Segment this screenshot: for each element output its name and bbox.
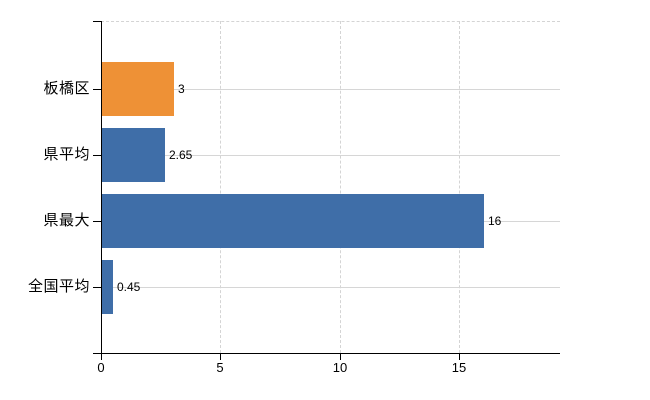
y-axis-tick — [93, 155, 101, 156]
category-gridline — [102, 287, 560, 288]
bar-2 — [102, 194, 484, 248]
category-gridline — [102, 155, 560, 156]
bar-3 — [102, 260, 113, 314]
y-axis-tick — [93, 287, 101, 288]
x-axis-tick-label: 0 — [97, 360, 105, 375]
y-axis-line — [101, 21, 102, 353]
x-axis-tick-label: 10 — [332, 360, 348, 375]
x-axis-tick — [459, 353, 460, 360]
category-label: 県最大 — [43, 212, 90, 229]
x-axis-tick-label: 5 — [216, 360, 224, 375]
category-label: 板橋区 — [43, 80, 90, 97]
bar-value-label: 16 — [488, 214, 502, 228]
x-axis-tick-label: 15 — [451, 360, 467, 375]
x-gridline — [220, 21, 221, 353]
bar-value-label: 2.65 — [169, 148, 193, 162]
category-label: 県平均 — [43, 146, 90, 163]
category-label: 全国平均 — [27, 278, 90, 295]
y-axis-tick — [93, 89, 101, 90]
x-axis-line — [93, 353, 560, 354]
bar-0 — [102, 62, 174, 116]
x-axis-tick — [220, 353, 221, 360]
bar-value-label: 3 — [178, 82, 185, 96]
x-axis-tick — [340, 353, 341, 360]
x-gridline — [459, 21, 460, 353]
category-gridline — [102, 89, 560, 90]
bar-value-label: 0.45 — [117, 280, 141, 294]
bar-1 — [102, 128, 165, 182]
x-gridline — [340, 21, 341, 353]
plot-top-border — [101, 21, 560, 22]
y-axis-tick — [93, 21, 101, 22]
x-axis-tick — [101, 353, 102, 360]
y-axis-tick — [93, 221, 101, 222]
